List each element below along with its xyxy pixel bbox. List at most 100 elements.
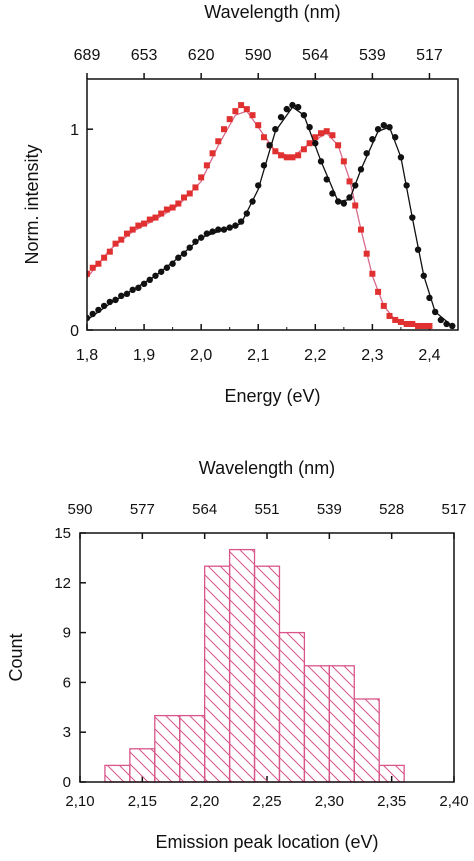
data-point-series-1 bbox=[300, 111, 308, 119]
data-point-series-0 bbox=[278, 152, 285, 159]
data-point-series-1 bbox=[255, 182, 262, 189]
data-point-series-0 bbox=[175, 200, 182, 207]
data-point-series-0 bbox=[340, 158, 347, 165]
histogram-bar bbox=[129, 748, 156, 783]
data-point-series-1 bbox=[449, 322, 456, 330]
data-point-series-0 bbox=[215, 138, 222, 145]
x-tick-label: 2,4 bbox=[418, 347, 440, 364]
top-tick-label: 528 bbox=[379, 501, 404, 518]
data-point-series-0 bbox=[249, 112, 256, 119]
plot-frame bbox=[79, 532, 455, 783]
data-point-series-1 bbox=[243, 210, 251, 217]
data-point-series-0 bbox=[403, 320, 410, 327]
data-point-series-1 bbox=[197, 234, 205, 241]
data-point-series-1 bbox=[397, 154, 405, 161]
top-tick-label: 590 bbox=[67, 501, 92, 518]
x-tick-label: 2,0 bbox=[190, 347, 212, 364]
data-point-series-1 bbox=[123, 290, 131, 298]
y-tick-label: 6 bbox=[63, 674, 71, 691]
y-tick-label: 0 bbox=[63, 774, 71, 791]
data-point-series-1 bbox=[186, 244, 193, 251]
data-point-series-0 bbox=[243, 106, 250, 113]
data-point-series-0 bbox=[375, 288, 382, 295]
data-point-series-0 bbox=[323, 128, 330, 135]
data-point-series-1 bbox=[340, 200, 348, 207]
data-point-series-1 bbox=[369, 136, 376, 143]
data-point-series-0 bbox=[329, 132, 336, 139]
y-tick-label: 9 bbox=[63, 625, 71, 642]
data-point-series-0 bbox=[141, 220, 148, 227]
histogram-chart: Wavelength (nm) 590 577 564 551 539 528 517 2,10… bbox=[6, 458, 469, 852]
top-axis-title: Wavelength (nm) bbox=[199, 458, 335, 478]
data-point-series-0 bbox=[226, 116, 233, 123]
data-point-series-1 bbox=[414, 246, 422, 253]
x-tick-label: 2,35 bbox=[377, 793, 406, 810]
data-point-series-1 bbox=[437, 316, 445, 324]
data-point-series-0 bbox=[209, 150, 216, 157]
histogram-bar bbox=[303, 665, 330, 783]
data-point-series-0 bbox=[380, 302, 387, 309]
data-point-series-1 bbox=[277, 113, 285, 121]
histogram-bar bbox=[278, 631, 306, 783]
data-point-series-1 bbox=[420, 272, 427, 279]
data-point-series-1 bbox=[443, 320, 450, 328]
data-point-series-1 bbox=[317, 158, 325, 165]
data-point-series-0 bbox=[238, 102, 245, 109]
data-point-series-1 bbox=[283, 105, 290, 113]
data-point-series-1 bbox=[169, 260, 176, 267]
data-point-series-0 bbox=[163, 206, 170, 213]
data-point-series-0 bbox=[186, 190, 193, 197]
data-point-series-0 bbox=[112, 240, 119, 247]
data-point-series-0 bbox=[123, 230, 130, 237]
fit-line-series-1 bbox=[87, 106, 453, 327]
data-point-series-0 bbox=[198, 174, 205, 181]
data-point-series-1 bbox=[146, 276, 153, 283]
y-tick-label: 15 bbox=[54, 525, 71, 542]
histogram-bar bbox=[378, 764, 405, 783]
data-point-series-1 bbox=[100, 302, 108, 310]
x-tick-label: 2,2 bbox=[304, 347, 326, 364]
data-point-series-1 bbox=[158, 268, 165, 275]
data-point-series-1 bbox=[129, 286, 136, 294]
data-point-series-1 bbox=[374, 126, 382, 133]
data-point-series-1 bbox=[431, 308, 439, 316]
x-tick-label: 2,40 bbox=[439, 793, 468, 810]
data-point-series-1 bbox=[192, 238, 199, 245]
data-point-series-1 bbox=[87, 314, 91, 322]
y-tick-label: 12 bbox=[54, 575, 71, 592]
histogram-bar bbox=[179, 714, 206, 783]
data-point-series-0 bbox=[203, 162, 210, 169]
data-point-series-0 bbox=[352, 202, 359, 209]
data-point-series-0 bbox=[335, 142, 342, 149]
data-point-series-1 bbox=[289, 101, 296, 109]
data-point-series-0 bbox=[357, 226, 364, 233]
data-point-series-1 bbox=[346, 194, 353, 201]
top-tick-label: 577 bbox=[130, 501, 155, 518]
x-axis-title: Emission peak location (eV) bbox=[155, 832, 378, 852]
x-tick-label: 1,9 bbox=[133, 347, 155, 364]
data-point-series-0 bbox=[95, 260, 102, 267]
data-point-series-0 bbox=[260, 134, 267, 141]
data-point-series-0 bbox=[300, 146, 307, 153]
data-point-series-0 bbox=[129, 226, 136, 233]
top-tick-label: 590 bbox=[245, 47, 272, 64]
top-tick-label: 653 bbox=[131, 47, 158, 64]
data-point-series-1 bbox=[175, 254, 182, 261]
data-point-series-1 bbox=[352, 182, 359, 189]
data-point-series-0 bbox=[415, 322, 422, 329]
data-point-series-1 bbox=[237, 218, 245, 225]
top-tick-label: 517 bbox=[416, 47, 443, 64]
data-point-series-1 bbox=[403, 182, 410, 189]
data-point-series-1 bbox=[203, 230, 211, 237]
histogram-bar bbox=[204, 565, 231, 783]
data-point-series-0 bbox=[255, 122, 262, 129]
data-point-series-0 bbox=[397, 318, 404, 325]
data-point-series-1 bbox=[409, 214, 416, 221]
data-point-series-0 bbox=[369, 270, 376, 277]
top-tick-label: 689 bbox=[74, 47, 101, 64]
data-point-series-0 bbox=[272, 148, 279, 155]
data-point-series-0 bbox=[152, 214, 159, 221]
data-point-series-0 bbox=[118, 236, 125, 243]
data-point-series-1 bbox=[392, 134, 399, 141]
top-tick-label: 620 bbox=[188, 47, 215, 64]
